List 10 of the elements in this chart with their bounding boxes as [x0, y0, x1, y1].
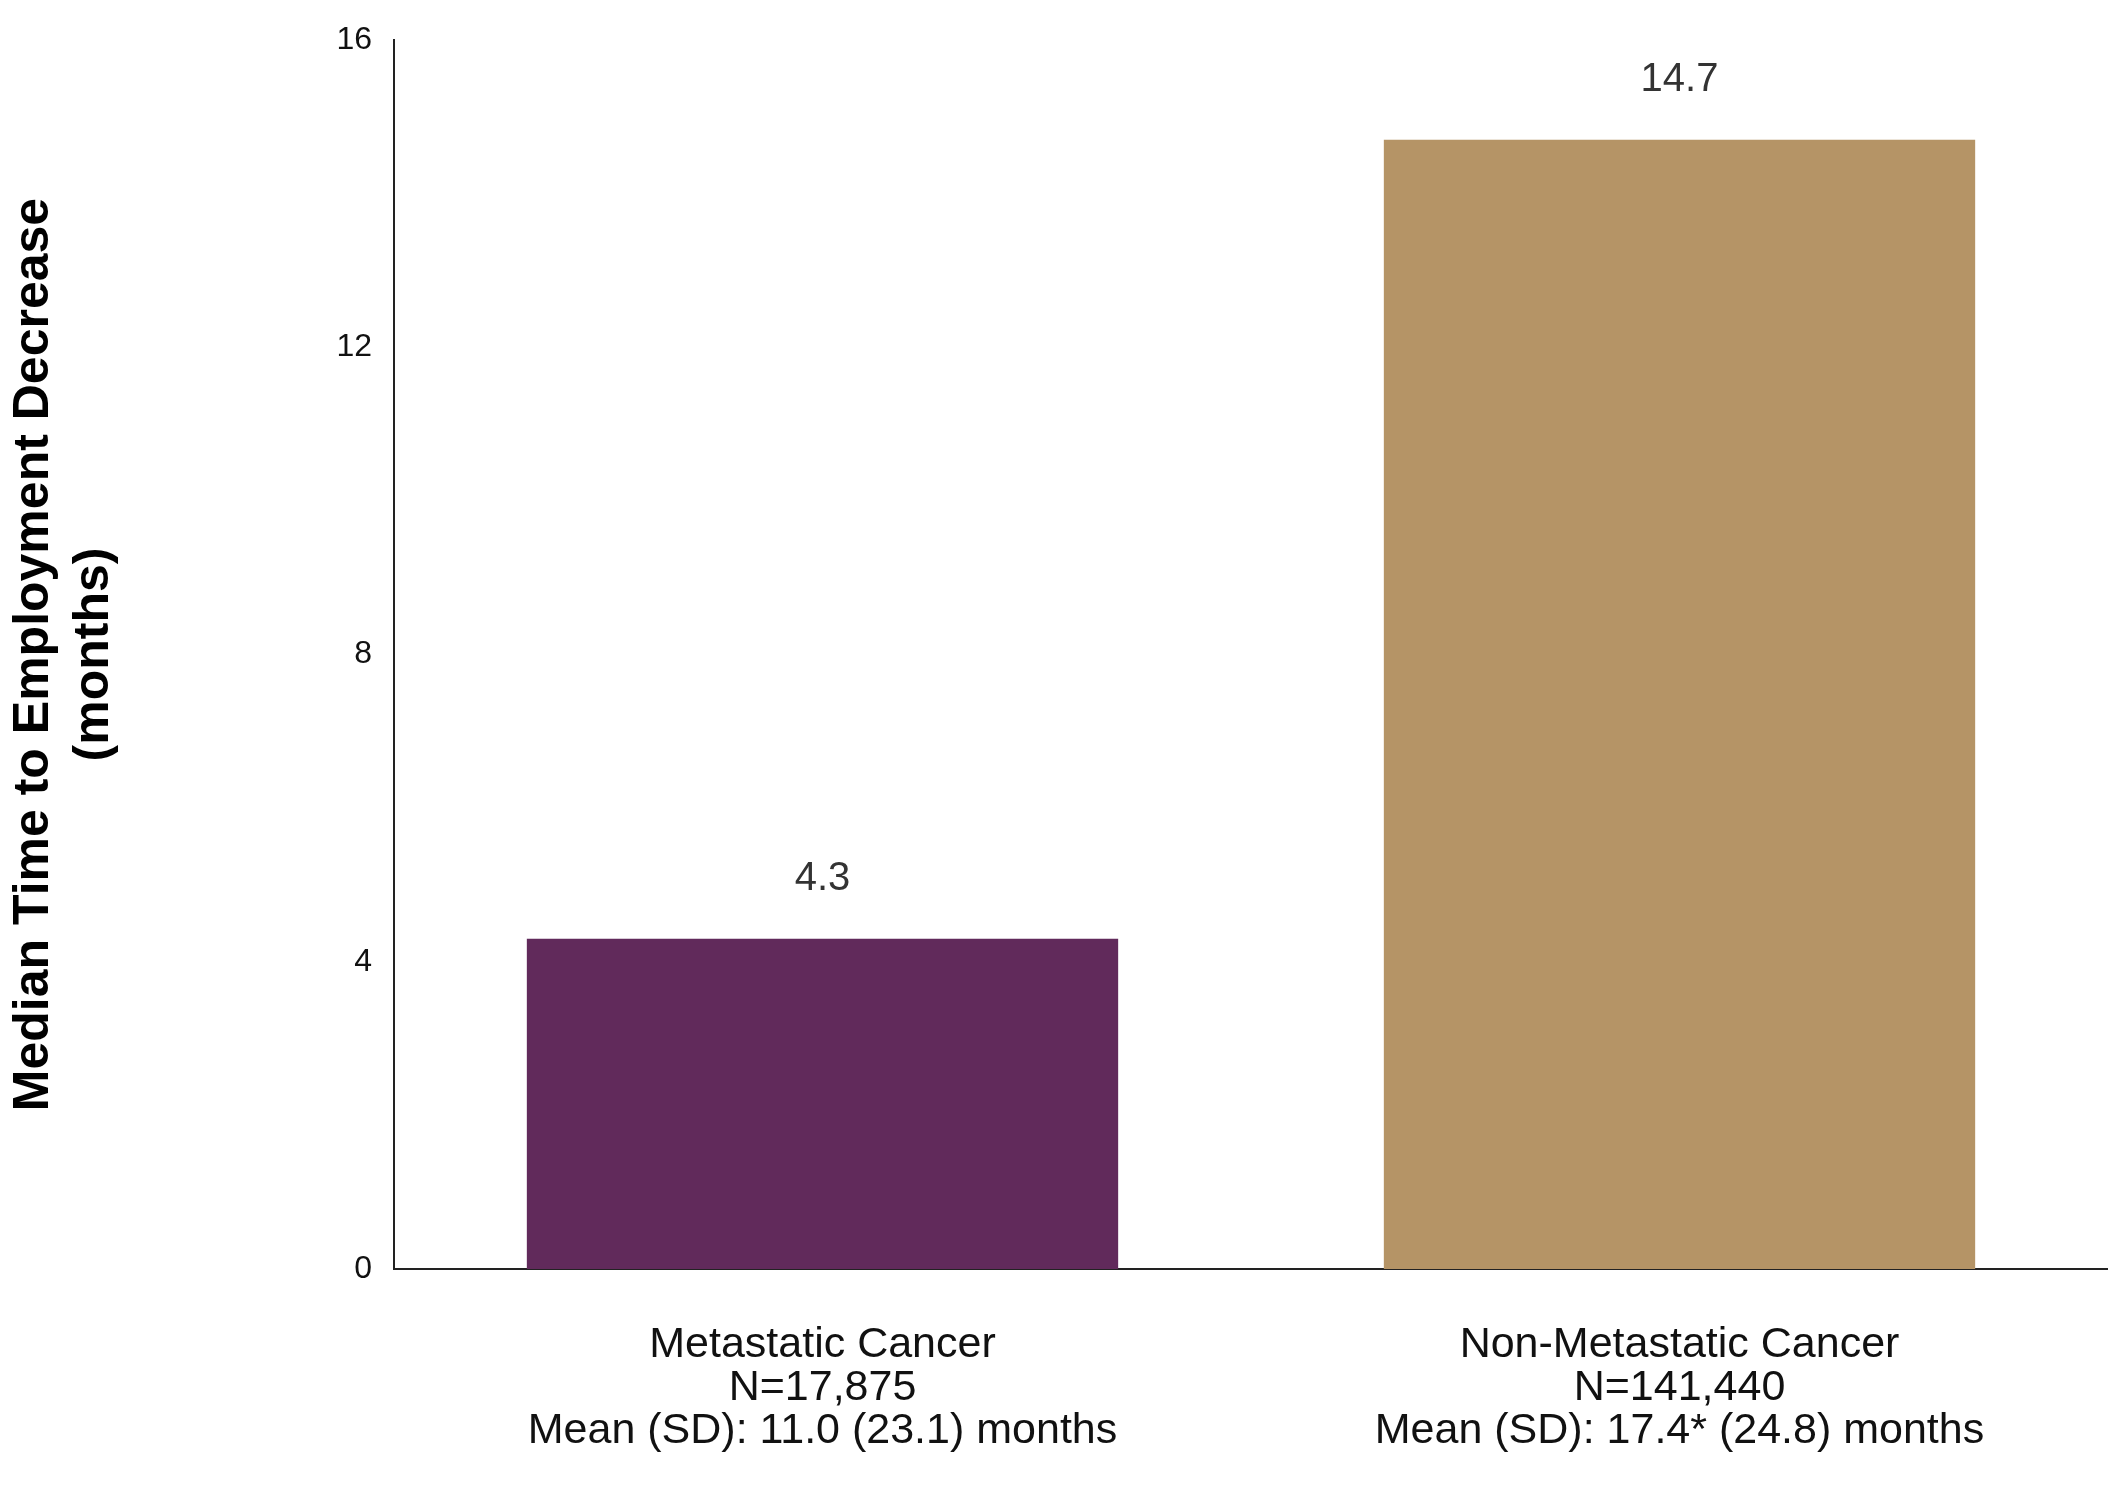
data-label: 4.3: [794, 853, 851, 898]
x-tick-label: Non-Metastatic Cancer N=141,440 Mean (SD): 17.4* (24.8) months: [1374, 1318, 1985, 1453]
y-tick-label: 12: [336, 327, 372, 364]
y-tick-label: 16: [336, 19, 372, 56]
y-tick-label: 4: [354, 941, 372, 978]
x-tick-label: Metastatic Cancer N=17,875 Mean (SD): 11.0 (23.1) months: [527, 1318, 1118, 1453]
y-tick-label: 0: [354, 1248, 372, 1285]
y-tick-label: 8: [354, 634, 372, 671]
y-axis-title: Median Time to Employment Decrease (months): [2, 197, 119, 1112]
data-label: 14.7: [1640, 54, 1719, 99]
